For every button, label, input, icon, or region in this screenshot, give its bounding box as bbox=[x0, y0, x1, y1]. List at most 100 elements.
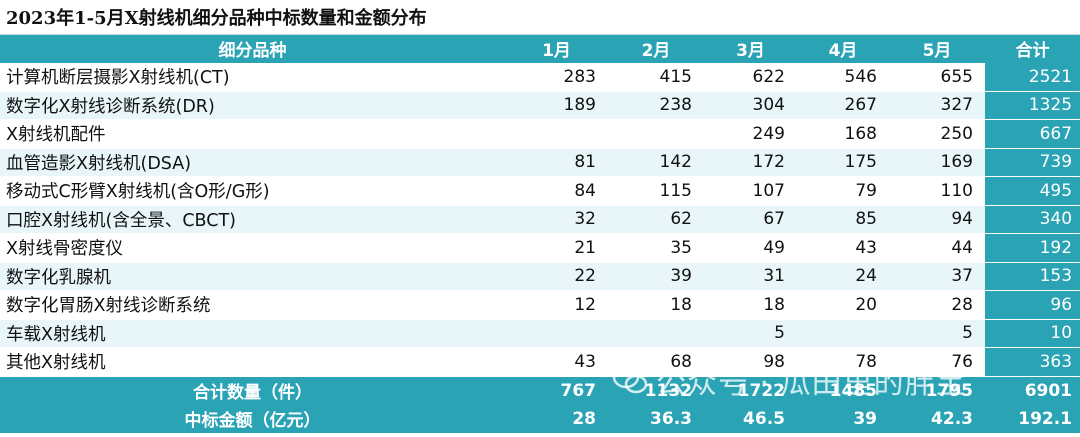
cell-total: 363 bbox=[985, 347, 1080, 377]
cell-month-4: 20 bbox=[797, 290, 889, 320]
cell-month-5: 327 bbox=[889, 91, 985, 120]
table-row: 移动式C形臂X射线机(含O形/G形) 84 115 107 79 110 495 bbox=[0, 176, 1080, 206]
header-month-2: 2月 bbox=[608, 34, 704, 63]
header-month-5: 5月 bbox=[889, 34, 985, 63]
cell-total: 2521 bbox=[985, 62, 1080, 92]
cell-total: 153 bbox=[985, 262, 1080, 291]
cell-month-2: 18 bbox=[608, 290, 704, 320]
cell-month-2: 115 bbox=[608, 176, 704, 206]
cell-total: 495 bbox=[985, 176, 1080, 206]
cell-month-4: 175 bbox=[797, 148, 889, 177]
cell-month-5: 94 bbox=[889, 205, 985, 234]
cell-month-1: 283 bbox=[505, 62, 608, 92]
cell-month-2: 35 bbox=[608, 233, 704, 263]
summary-month-3: 46.5 bbox=[704, 404, 797, 433]
cell-month-2: 142 bbox=[608, 148, 704, 177]
header-category: 细分品种 bbox=[0, 34, 505, 63]
cell-month-5: 44 bbox=[889, 233, 985, 263]
cell-month-3: 172 bbox=[704, 148, 797, 177]
summary-total: 6901 bbox=[985, 376, 1080, 405]
row-category: 移动式C形臂X射线机(含O形/G形) bbox=[0, 176, 505, 206]
cell-month-4: 267 bbox=[797, 91, 889, 120]
table-row: 数字化胃肠X射线诊断系统 12 18 18 20 28 96 bbox=[0, 290, 1080, 320]
summary-month-1: 767 bbox=[505, 376, 608, 405]
row-category: 车载X射线机 bbox=[0, 319, 505, 348]
cell-month-2 bbox=[608, 119, 704, 149]
cell-month-1 bbox=[505, 319, 608, 348]
summary-month-4: 39 bbox=[797, 404, 889, 433]
cell-total: 192 bbox=[985, 233, 1080, 263]
cell-month-3: 67 bbox=[704, 205, 797, 234]
cell-month-4: 24 bbox=[797, 262, 889, 291]
cell-month-1: 21 bbox=[505, 233, 608, 263]
header-total: 合计 bbox=[985, 34, 1080, 63]
cell-month-4: 78 bbox=[797, 347, 889, 377]
header-month-3: 3月 bbox=[704, 34, 797, 63]
cell-month-3: 98 bbox=[704, 347, 797, 377]
summary-month-5: 42.3 bbox=[889, 404, 985, 433]
cell-month-2: 68 bbox=[608, 347, 704, 377]
row-category: 口腔X射线机(含全景、CBCT) bbox=[0, 205, 505, 234]
cell-month-4: 546 bbox=[797, 62, 889, 92]
summary-label: 合计数量（件） bbox=[0, 376, 505, 405]
summary-month-2: 36.3 bbox=[608, 404, 704, 433]
row-category: X射线机配件 bbox=[0, 119, 505, 149]
summary-month-4: 1485 bbox=[797, 376, 889, 405]
cell-month-4: 43 bbox=[797, 233, 889, 263]
row-category: X射线骨密度仪 bbox=[0, 233, 505, 263]
cell-total: 96 bbox=[985, 290, 1080, 320]
cell-month-2 bbox=[608, 319, 704, 348]
cell-month-3: 622 bbox=[704, 62, 797, 92]
row-category: 数字化胃肠X射线诊断系统 bbox=[0, 290, 505, 320]
cell-total: 667 bbox=[985, 119, 1080, 149]
table-title: 2023年1-5月X射线机细分品种中标数量和金额分布 bbox=[0, 0, 1080, 35]
summary-month-5: 1795 bbox=[889, 376, 985, 405]
cell-total: 340 bbox=[985, 205, 1080, 234]
cell-month-2: 238 bbox=[608, 91, 704, 120]
cell-month-2: 415 bbox=[608, 62, 704, 92]
cell-month-3: 5 bbox=[704, 319, 797, 348]
cell-month-5: 37 bbox=[889, 262, 985, 291]
summary-row: 合计数量（件） 767 1132 1722 1485 1795 6901 bbox=[0, 376, 1080, 405]
cell-month-2: 62 bbox=[608, 205, 704, 234]
cell-month-1: 32 bbox=[505, 205, 608, 234]
table-row: 数字化X射线诊断系统(DR) 189 238 304 267 327 1325 bbox=[0, 91, 1080, 120]
row-category: 计算机断层摄影X射线机(CT) bbox=[0, 62, 505, 92]
table-row: 车载X射线机 5 5 10 bbox=[0, 319, 1080, 348]
title-row: 2023年1-5月X射线机细分品种中标数量和金额分布 bbox=[0, 0, 1080, 35]
cell-month-1 bbox=[505, 119, 608, 149]
cell-month-3: 49 bbox=[704, 233, 797, 263]
cell-month-1: 189 bbox=[505, 91, 608, 120]
cell-month-5: 28 bbox=[889, 290, 985, 320]
cell-total: 1325 bbox=[985, 91, 1080, 120]
cell-month-1: 43 bbox=[505, 347, 608, 377]
row-category: 数字化X射线诊断系统(DR) bbox=[0, 91, 505, 120]
summary-row: 中标金额（亿元） 28 36.3 46.5 39 42.3 192.1 bbox=[0, 404, 1080, 433]
cell-total: 10 bbox=[985, 319, 1080, 348]
cell-month-3: 249 bbox=[704, 119, 797, 149]
summary-month-1: 28 bbox=[505, 404, 608, 433]
cell-month-4: 85 bbox=[797, 205, 889, 234]
summary-month-3: 1722 bbox=[704, 376, 797, 405]
cell-month-4: 79 bbox=[797, 176, 889, 206]
cell-month-5: 250 bbox=[889, 119, 985, 149]
cell-month-1: 84 bbox=[505, 176, 608, 206]
cell-month-3: 107 bbox=[704, 176, 797, 206]
cell-month-1: 12 bbox=[505, 290, 608, 320]
header-month-1: 1月 bbox=[505, 34, 608, 63]
table-row: X射线骨密度仪 21 35 49 43 44 192 bbox=[0, 233, 1080, 263]
cell-month-4 bbox=[797, 319, 889, 348]
cell-month-5: 5 bbox=[889, 319, 985, 348]
cell-month-3: 304 bbox=[704, 91, 797, 120]
cell-month-5: 76 bbox=[889, 347, 985, 377]
row-category: 其他X射线机 bbox=[0, 347, 505, 377]
table-row: 口腔X射线机(含全景、CBCT) 32 62 67 85 94 340 bbox=[0, 205, 1080, 234]
table-row: 数字化乳腺机 22 39 31 24 37 153 bbox=[0, 262, 1080, 291]
cell-month-1: 22 bbox=[505, 262, 608, 291]
table-row: 血管造影X射线机(DSA) 81 142 172 175 169 739 bbox=[0, 148, 1080, 177]
row-category: 血管造影X射线机(DSA) bbox=[0, 148, 505, 177]
cell-month-2: 39 bbox=[608, 262, 704, 291]
summary-label: 中标金额（亿元） bbox=[0, 404, 505, 433]
